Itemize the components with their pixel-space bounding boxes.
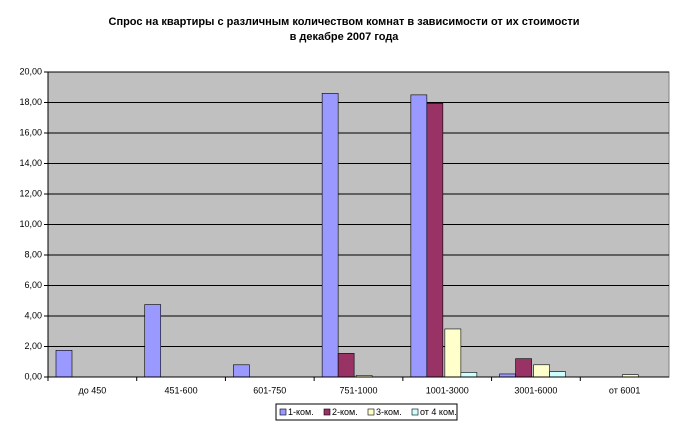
legend-swatch: [279, 408, 287, 416]
x-tick-label: 751-1000: [339, 385, 377, 395]
y-tick-label: 20,00: [19, 66, 42, 76]
y-tick-label: 18,00: [19, 97, 42, 107]
x-tick-label: 451-600: [165, 385, 198, 395]
x-tick-label: до 450: [78, 385, 106, 395]
y-tick-label: 2,00: [24, 341, 42, 351]
y-tick-label: 12,00: [19, 188, 42, 198]
bar: [426, 102, 444, 378]
y-tick-label: 10,00: [19, 219, 42, 229]
x-tick-label: от 6001: [609, 385, 640, 395]
bar: [233, 364, 250, 378]
chart-title: Спрос на квартиры с различным количество…: [109, 16, 580, 28]
legend-label: от 4 ком.: [420, 407, 457, 417]
bar: [533, 364, 550, 378]
y-tick-label: 0,00: [24, 371, 42, 381]
bar: [460, 372, 478, 378]
x-tick-label: 601-750: [253, 385, 286, 395]
bar: [55, 350, 73, 378]
bar: [321, 93, 339, 378]
bar: [444, 328, 462, 378]
x-tick-label: 3001-6000: [514, 385, 557, 395]
bar: [337, 353, 355, 378]
legend-swatch: [411, 408, 419, 416]
legend-swatch: [323, 408, 331, 416]
bar: [410, 94, 428, 378]
legend-label: 1-ком.: [288, 407, 314, 417]
chart-title: в декабре 2007 года: [290, 31, 400, 43]
y-tick-label: 16,00: [19, 127, 42, 137]
y-tick-label: 14,00: [19, 158, 42, 168]
bar: [144, 304, 162, 378]
legend-swatch: [367, 408, 375, 416]
bar: [515, 358, 532, 378]
x-tick-label: 1001-3000: [426, 385, 469, 395]
y-tick-label: 8,00: [24, 249, 42, 259]
legend: [275, 403, 458, 421]
bar: [549, 371, 566, 378]
legend-label: 3-ком.: [376, 407, 402, 417]
y-tick-label: 4,00: [24, 310, 42, 320]
legend-label: 2-ком.: [332, 407, 358, 417]
y-tick-label: 6,00: [24, 280, 42, 290]
